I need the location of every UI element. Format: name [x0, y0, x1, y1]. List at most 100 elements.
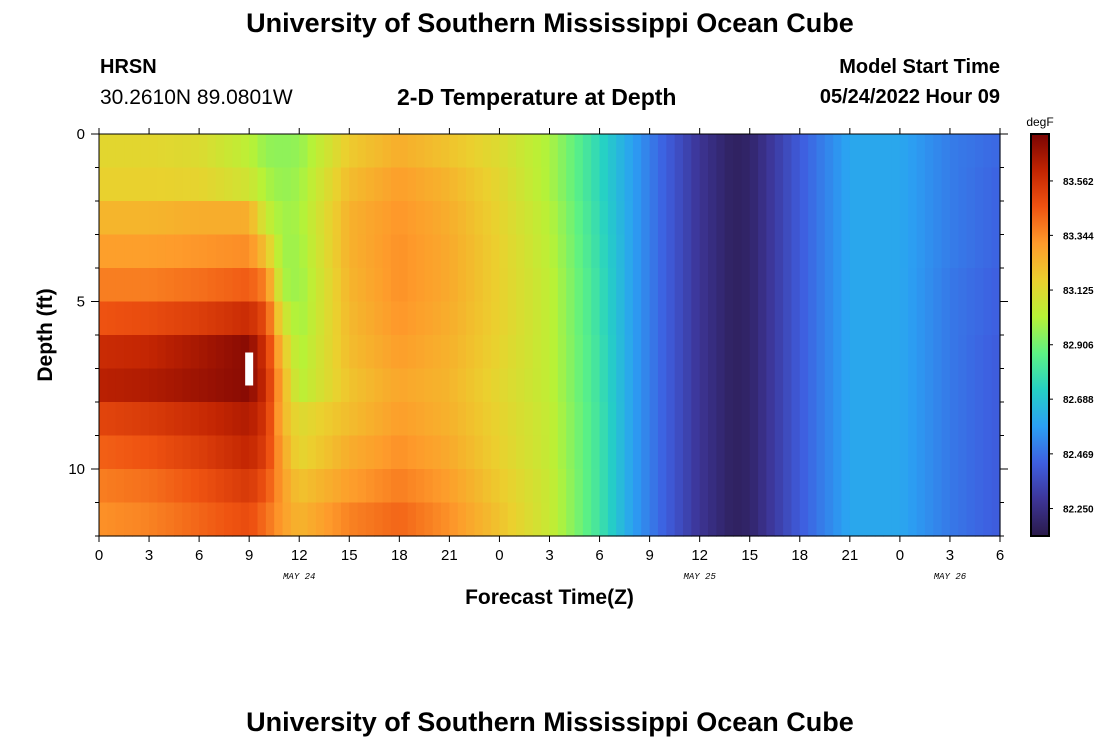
heatmap-cell	[416, 368, 425, 403]
heatmap-cell	[541, 134, 551, 169]
heatmap-cell	[182, 301, 192, 336]
heatmap-cell	[215, 502, 225, 537]
heatmap-cell	[833, 368, 843, 403]
heatmap-cell	[591, 167, 601, 202]
heatmap-cell	[824, 234, 834, 269]
heatmap-cell	[557, 502, 567, 537]
heatmap-cell	[107, 368, 117, 403]
heatmap-cell	[733, 234, 742, 269]
heatmap-cell	[449, 469, 459, 504]
heatmap-cell	[941, 435, 951, 470]
heatmap-cell	[290, 402, 300, 437]
heatmap-cell	[799, 167, 809, 202]
heatmap-cell	[666, 201, 676, 236]
heatmap-cell	[674, 335, 684, 370]
heatmap-cell	[282, 301, 292, 336]
heatmap-cell	[566, 402, 576, 437]
heatmap-cell	[607, 167, 617, 202]
heatmap-cell	[549, 301, 559, 336]
heatmap-cell	[249, 134, 259, 169]
heatmap-cell	[182, 502, 192, 537]
heatmap-cell	[449, 435, 459, 470]
heatmap-cell	[649, 167, 659, 202]
heatmap-cell	[899, 167, 909, 202]
heatmap-cell	[340, 134, 350, 169]
heatmap-cell	[741, 502, 751, 537]
heatmap-cell	[357, 502, 367, 537]
heatmap-cell	[824, 268, 834, 303]
heatmap-cell	[666, 301, 676, 336]
heatmap-cell	[749, 502, 759, 537]
heatmap-cell	[474, 167, 484, 202]
heatmap-cell	[457, 435, 467, 470]
heatmap-cell	[874, 368, 884, 403]
heatmap-cell	[382, 234, 392, 269]
heatmap-cell	[916, 234, 926, 269]
heatmap-cell	[315, 268, 325, 303]
heatmap-cell	[532, 435, 542, 470]
heatmap-cell	[749, 402, 759, 437]
heatmap-cell	[491, 167, 501, 202]
heatmap-cell	[991, 335, 1001, 370]
heatmap-cell	[190, 201, 200, 236]
heatmap-cell	[157, 134, 167, 169]
heatmap-cell	[432, 502, 442, 537]
heatmap-cell	[949, 335, 959, 370]
heatmap-cell	[124, 469, 133, 504]
heatmap-cell	[315, 469, 325, 504]
heatmap-cell	[149, 335, 158, 370]
heatmap-cell	[866, 134, 876, 169]
heatmap-cell	[132, 268, 142, 303]
heatmap-cell	[941, 167, 951, 202]
heatmap-cell	[916, 167, 926, 202]
heatmap-cell	[140, 201, 150, 236]
heatmap-cell	[624, 435, 634, 470]
heatmap-cell	[215, 268, 225, 303]
heatmap-cell	[924, 335, 934, 370]
heatmap-cell	[165, 335, 175, 370]
heatmap-cell	[991, 435, 1001, 470]
heatmap-cell	[207, 502, 217, 537]
heatmap-cell	[382, 402, 392, 437]
heatmap-cell	[866, 502, 876, 537]
heatmap-cell	[324, 502, 334, 537]
heatmap-cell	[941, 134, 951, 169]
heatmap-cell	[758, 435, 767, 470]
heatmap-cell	[716, 368, 726, 403]
heatmap-cell	[816, 368, 826, 403]
heatmap-cell	[949, 502, 959, 537]
heatmap-cell	[816, 469, 826, 504]
heatmap-cell	[632, 368, 642, 403]
heatmap-cell	[274, 167, 284, 202]
heatmap-cell	[858, 435, 868, 470]
heatmap-cell	[582, 335, 592, 370]
heatmap-cell	[416, 435, 425, 470]
heatmap-cell	[966, 134, 976, 169]
heatmap-cell	[733, 335, 742, 370]
heatmap-cell	[491, 335, 501, 370]
heatmap-cell	[474, 234, 484, 269]
heatmap-cell	[657, 201, 667, 236]
heatmap-cell	[566, 234, 576, 269]
heatmap-cell	[933, 301, 943, 336]
heatmap-cell	[199, 502, 209, 537]
heatmap-cell	[482, 234, 492, 269]
heatmap-cell	[474, 335, 484, 370]
x-tick-label: 0	[896, 547, 904, 564]
heatmap-cell	[374, 201, 384, 236]
heatmap-cell	[532, 167, 542, 202]
heatmap-cell	[140, 402, 150, 437]
heatmap-cell	[282, 201, 292, 236]
heatmap-cell	[983, 335, 993, 370]
heatmap-cell	[365, 234, 375, 269]
heatmap-cell	[908, 335, 918, 370]
heatmap-cell	[858, 167, 868, 202]
heatmap-cell	[733, 167, 742, 202]
heatmap-cell	[274, 268, 284, 303]
heatmap-cell	[124, 167, 133, 202]
heatmap-cell	[399, 368, 409, 403]
heatmap-cell	[766, 402, 776, 437]
heatmap-cell	[749, 335, 759, 370]
heatmap-cell	[474, 402, 484, 437]
heatmap-cell	[716, 402, 726, 437]
